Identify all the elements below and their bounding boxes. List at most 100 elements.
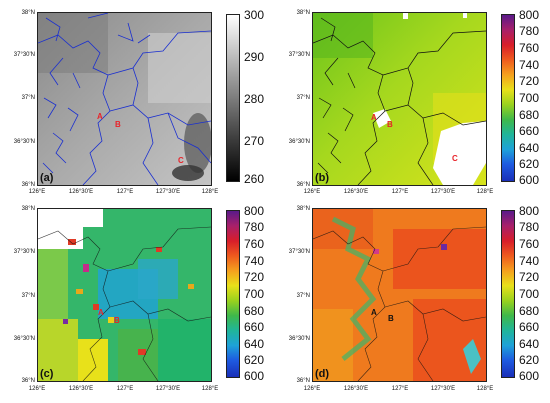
colorbar-tick: 660 — [519, 124, 540, 138]
lon-label: 126°E — [303, 189, 321, 195]
panel-a: 38°N 37°30'N 37°N 36°30'N 36°N — [0, 0, 275, 200]
colorbar-tick: 600 — [519, 369, 540, 383]
lon-label: 128°E — [201, 189, 219, 195]
map-d — [312, 208, 487, 382]
site-label-a: A — [97, 112, 103, 121]
colorbar-tick: 760 — [519, 237, 540, 251]
colorbar-tick: 600 — [519, 173, 540, 187]
lon-label: 126°30'E — [343, 386, 369, 392]
lat-label: 38°N — [296, 206, 310, 212]
panel-b: 38°N 37°30'N 37°N 36°30'N 36°N — [275, 0, 550, 200]
panel-d: 38°N 37°30'N 37°N 36°30'N 36°N A B (d) 1… — [275, 202, 550, 403]
colorbar-tick: 780 — [519, 220, 540, 234]
colorbar-tick: 800 — [244, 204, 265, 218]
lon-label: 126°E — [28, 189, 46, 195]
colorbar-tick: 740 — [519, 58, 540, 72]
colorbar-tick: 270 — [244, 134, 265, 148]
colorbar-tick: 800 — [519, 204, 540, 218]
panel-label: (d) — [315, 368, 330, 380]
colorbar-tick: 620 — [519, 353, 540, 367]
colorbar-tick: 290 — [244, 50, 265, 64]
lat-label: 37°N — [21, 293, 35, 299]
site-label-b: B — [388, 314, 394, 323]
colorbar-tick: 800 — [519, 8, 540, 22]
lon-label: 128°E — [201, 386, 219, 392]
colorbar-tick: 700 — [519, 287, 540, 301]
colorbar-tick: 760 — [244, 237, 265, 251]
colorbar-tick: 640 — [519, 141, 540, 155]
lon-label: 128°E — [476, 386, 494, 392]
lon-label: 126°E — [28, 386, 46, 392]
lat-label: 36°N — [296, 182, 310, 188]
colorbar-tick: 640 — [244, 337, 265, 351]
lat-label: 38°N — [296, 10, 310, 16]
lat-label: 37°N — [296, 293, 310, 299]
colorbar-tick: 680 — [519, 304, 540, 318]
lat-label: 36°N — [21, 182, 35, 188]
lat-label: 37°N — [296, 95, 310, 101]
lon-label: 127°30'E — [430, 189, 456, 195]
colorbar-tick: 620 — [519, 157, 540, 171]
colorbar-tick: 260 — [244, 172, 265, 186]
lon-label: 127°E — [391, 386, 409, 392]
colorbar-tick: 300 — [244, 8, 265, 22]
lat-label: 38°N — [21, 10, 35, 16]
colorbar-tick: 700 — [519, 91, 540, 105]
lon-label: 127°E — [116, 386, 134, 392]
colorbar-tick: 680 — [519, 108, 540, 122]
colorbar-tick: 720 — [519, 270, 540, 284]
lon-label: 126°30'E — [68, 189, 94, 195]
site-label-c: C — [452, 154, 458, 163]
panel-label: (b) — [315, 172, 330, 184]
lon-label: 127°E — [391, 189, 409, 195]
site-label-b: B — [115, 120, 121, 129]
lat-label: 36°30'N — [13, 336, 35, 342]
lat-label: 36°30'N — [288, 139, 310, 145]
map-a — [37, 12, 212, 186]
colorbar-tick: 700 — [244, 287, 265, 301]
site-label-c: C — [178, 156, 184, 165]
lon-label: 127°30'E — [155, 386, 181, 392]
colorbar-tick: 640 — [519, 337, 540, 351]
site-label-a: A — [371, 113, 377, 122]
lat-label: 36°30'N — [288, 336, 310, 342]
colorbar-tick: 280 — [244, 92, 265, 106]
lon-label: 127°E — [116, 189, 134, 195]
lat-label: 37°30'N — [13, 52, 35, 58]
colorbar-tick: 760 — [519, 41, 540, 55]
colorbar-tick: 740 — [519, 254, 540, 268]
colorbar-tick: 620 — [244, 353, 265, 367]
lat-label: 36°30'N — [13, 139, 35, 145]
lat-label: 36°N — [296, 378, 310, 384]
site-label-a: A — [371, 308, 377, 317]
lon-label: 127°30'E — [155, 189, 181, 195]
colorbar-tick: 660 — [244, 320, 265, 334]
colorbar-tick: 600 — [244, 369, 265, 383]
lat-label: 36°N — [21, 378, 35, 384]
lat-label: 37°30'N — [288, 52, 310, 58]
lat-label: 37°30'N — [13, 249, 35, 255]
colorbar-b — [501, 14, 515, 182]
colorbar-tick: 680 — [244, 304, 265, 318]
lon-label: 127°30'E — [430, 386, 456, 392]
colorbar-a — [226, 14, 240, 182]
colorbar-d — [501, 210, 515, 378]
map-c — [37, 208, 212, 382]
lon-label: 126°E — [303, 386, 321, 392]
lon-label: 126°30'E — [68, 386, 94, 392]
colorbar-tick: 740 — [244, 254, 265, 268]
lat-label: 37°30'N — [288, 249, 310, 255]
colorbar-tick: 720 — [519, 74, 540, 88]
site-label-b: B — [114, 316, 120, 325]
lat-label: 37°N — [21, 95, 35, 101]
colorbar-tick: 780 — [244, 220, 265, 234]
panel-label: (c) — [40, 368, 54, 380]
panel-label: (a) — [40, 172, 54, 184]
colorbar-c — [226, 210, 240, 378]
site-label-b: B — [387, 120, 393, 129]
lon-label: 128°E — [476, 189, 494, 195]
colorbar-tick: 720 — [244, 270, 265, 284]
panel-c: 38°N 37°30'N 37°N 36°30'N 36°N — [0, 202, 275, 403]
lon-label: 126°30'E — [343, 189, 369, 195]
map-b — [312, 12, 487, 186]
